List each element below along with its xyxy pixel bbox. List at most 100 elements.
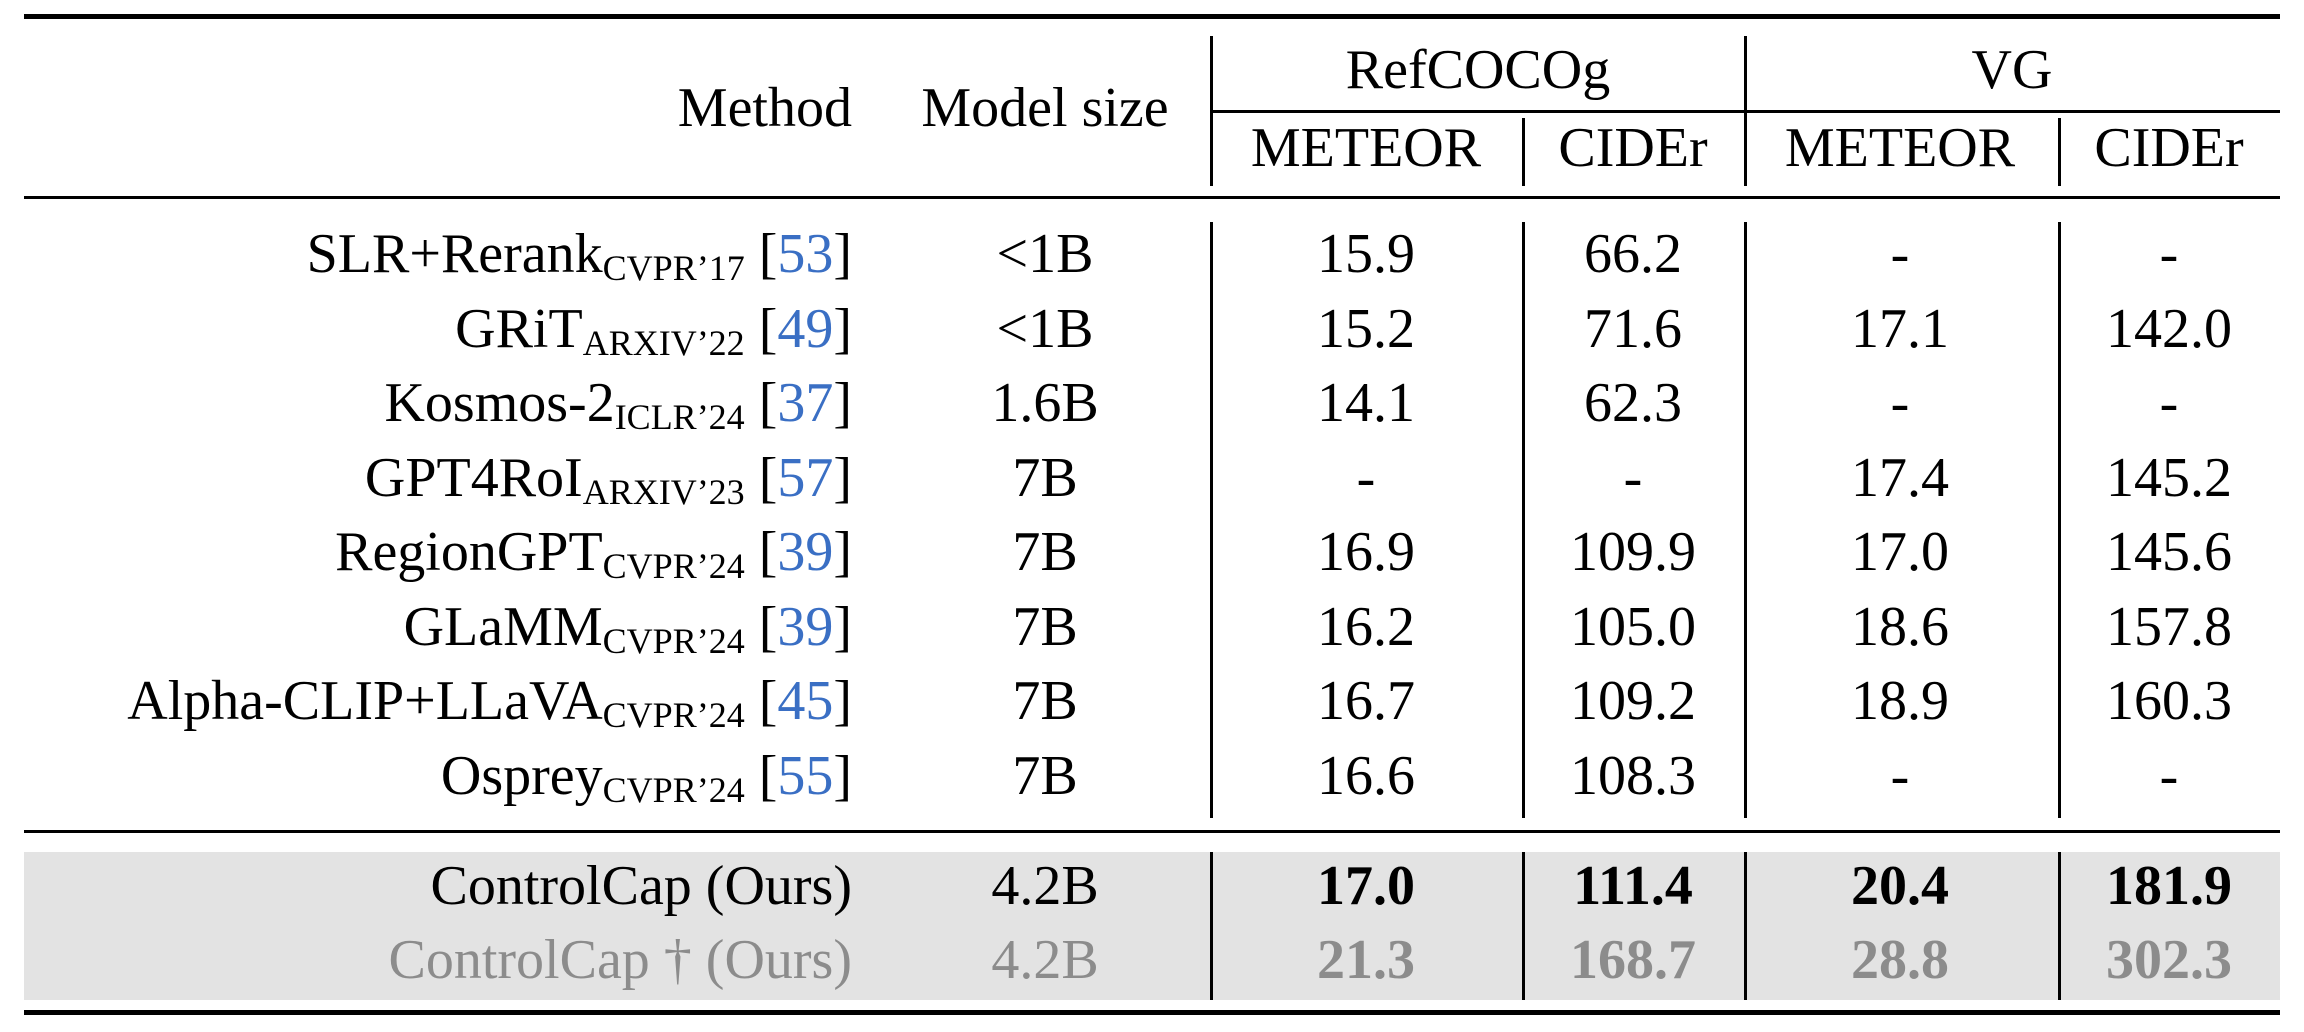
model-size-cell: 7B	[1012, 521, 1078, 583]
metric-cell: 15.9	[1317, 223, 1415, 285]
metric-cell: 18.9	[1851, 670, 1949, 732]
method-venue: CVPR’24	[602, 695, 745, 735]
header-metric-refcocog-cider: CIDEr	[1558, 117, 1708, 179]
ours-metric-cell: 168.7	[1570, 929, 1696, 991]
ours-shading	[24, 852, 2280, 1000]
metric-cell: 17.0	[1851, 521, 1949, 583]
ours-metric-cell: 21.3	[1317, 929, 1415, 991]
method-cell: Alpha-CLIP+LLaVACVPR’24 [45]	[127, 670, 852, 735]
model-size-cell: 7B	[1012, 446, 1078, 509]
metric-cell: -	[1890, 372, 1910, 434]
metric-cell: 17.1	[1851, 297, 1949, 360]
ours-metric-cell: 181.9	[2106, 855, 2232, 917]
ours-metric-cell: 302.3	[2106, 929, 2232, 991]
metric-cell: 109.2	[1570, 670, 1696, 732]
metric-cell: 16.6	[1317, 744, 1415, 807]
header-metric-refcocog-meteor: METEOR	[1250, 117, 1482, 179]
method-cell: RegionGPTCVPR’24 [39]	[335, 521, 852, 586]
metric-cell: 142.0	[2106, 297, 2232, 360]
metric-cell: 145.2	[2106, 446, 2232, 509]
method-cell: GLaMMCVPR’24 [39]	[403, 595, 852, 661]
metric-cell: 157.8	[2106, 595, 2232, 658]
citation-ref[interactable]: 39	[777, 521, 834, 583]
method-cell: GRiTARXIV’22 [49]	[455, 297, 852, 363]
vline-1-ours	[1210, 852, 1213, 1000]
vline-2-ours	[1522, 852, 1525, 1000]
metric-cell: 16.9	[1317, 521, 1415, 583]
method-name: Kosmos-2	[384, 372, 615, 434]
ours-metric-cell: 111.4	[1573, 855, 1693, 917]
ours-method-cell: ControlCap (Ours)	[430, 855, 852, 917]
metric-cell: 71.6	[1584, 297, 1682, 360]
metric-cell: 16.2	[1317, 595, 1415, 658]
citation-ref[interactable]: 57	[777, 446, 834, 509]
group-underline-refcocog	[1212, 110, 1744, 113]
metric-cell: 15.2	[1317, 297, 1415, 360]
metric-cell: 145.6	[2106, 521, 2232, 583]
metric-cell: -	[1356, 446, 1376, 509]
citation-ref[interactable]: 37	[777, 372, 834, 434]
top-rule	[24, 14, 2280, 19]
metric-cell: -	[1623, 446, 1643, 509]
header-metric-vg-meteor: METEOR	[1784, 117, 2016, 179]
method-venue: ICLR’24	[614, 397, 745, 437]
method-venue: CVPR’24	[602, 769, 745, 810]
method-name: Osprey	[440, 744, 603, 807]
model-size-cell: 7B	[1012, 595, 1078, 658]
citation-ref[interactable]: 55	[777, 744, 834, 807]
ours-metric-cell: 20.4	[1851, 855, 1949, 917]
method-venue: ARXIV’22	[582, 322, 745, 363]
method-name: SLR+Rerank	[306, 223, 603, 285]
method-name: GPT4RoI	[364, 446, 583, 509]
citation-ref[interactable]: 39	[777, 595, 834, 658]
model-size-cell: 1.6B	[991, 372, 1099, 434]
model-size-cell: <1B	[996, 223, 1094, 285]
method-venue: CVPR’24	[602, 620, 745, 661]
metric-cell: 62.3	[1584, 372, 1682, 434]
method-cell: OspreyCVPR’24 [55]	[440, 744, 852, 810]
metric-cell: -	[1890, 223, 1910, 285]
metric-cell: 160.3	[2106, 670, 2232, 732]
citation-ref[interactable]: 49	[777, 297, 834, 360]
metric-cell: -	[2159, 223, 2179, 285]
method-venue: CVPR’17	[602, 248, 745, 288]
ours-model-size-cell: 4.2B	[991, 929, 1099, 991]
method-name: Alpha-CLIP+LLaVA	[127, 670, 603, 732]
vline-1	[1210, 36, 1213, 186]
header-method: Method	[677, 77, 852, 139]
vline-3-body	[1744, 222, 1747, 818]
header-model-size: Model size	[921, 77, 1169, 139]
method-venue: ARXIV’23	[582, 471, 745, 512]
header-metric-vg-cider: CIDEr	[2094, 117, 2244, 179]
ours-metric-cell: 17.0	[1317, 855, 1415, 917]
vline-2-body	[1522, 222, 1525, 818]
metric-cell: 17.4	[1851, 446, 1949, 509]
ours-model-size-cell: 4.2B	[991, 855, 1099, 917]
vline-4-ours	[2058, 852, 2061, 1000]
metric-cell: 14.1	[1317, 372, 1415, 434]
bottom-rule	[24, 1010, 2280, 1015]
metric-cell: 108.3	[1570, 744, 1696, 807]
group-underline-vg	[1746, 110, 2280, 113]
metric-cell: -	[2159, 372, 2179, 434]
method-cell: SLR+RerankCVPR’17 [53]	[306, 223, 852, 288]
header-rule	[24, 196, 2280, 199]
header-group-vg: VG	[1971, 39, 2053, 101]
metric-cell: 18.6	[1851, 595, 1949, 658]
citation-ref[interactable]: 45	[777, 670, 834, 732]
method-cell: GPT4RoIARXIV’23 [57]	[364, 446, 852, 512]
model-size-cell: 7B	[1012, 670, 1078, 732]
metric-cell: 105.0	[1570, 595, 1696, 658]
vline-4	[2058, 118, 2061, 186]
ours-method-cell: ControlCap † (Ours)	[388, 929, 852, 991]
ours-metric-cell: 28.8	[1851, 929, 1949, 991]
method-name: GLaMM	[403, 595, 603, 658]
vline-4-body	[2058, 222, 2061, 818]
citation-ref[interactable]: 53	[777, 223, 834, 285]
header-group-refcocog: RefCOCOg	[1345, 39, 1611, 101]
vline-3-ours	[1744, 852, 1747, 1000]
metric-cell: 109.9	[1570, 521, 1696, 583]
metric-cell: -	[2159, 744, 2179, 807]
vline-1-body	[1210, 222, 1213, 818]
model-size-cell: <1B	[996, 297, 1094, 360]
